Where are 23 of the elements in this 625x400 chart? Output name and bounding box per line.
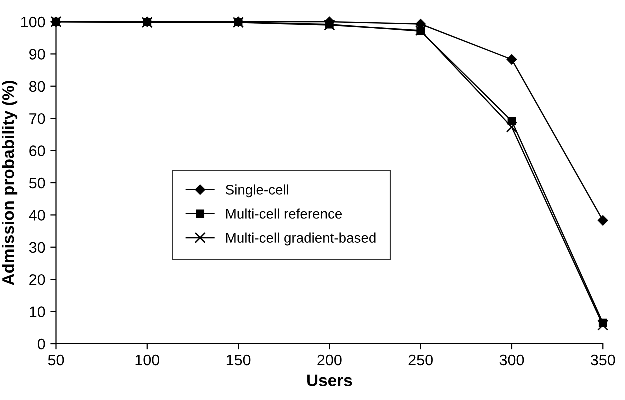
legend-label: Multi-cell gradient-based xyxy=(226,232,376,246)
y-axis-title: Admission probability (%) xyxy=(2,81,18,286)
y-tick-label: 0 xyxy=(38,338,46,350)
y-tick-label: 90 xyxy=(30,49,46,60)
y-tick-label: 100 xyxy=(22,16,46,28)
y-tick-label: 30 xyxy=(29,242,46,254)
x-tick-label: 50 xyxy=(48,354,64,366)
x-tick-label: 300 xyxy=(500,354,524,366)
y-tick-label: 40 xyxy=(29,210,46,221)
legend-label: Multi-cell reference xyxy=(226,208,342,219)
legend-label: Single-cell xyxy=(226,184,288,198)
x-axis-title: Users xyxy=(308,374,352,386)
y-tick-label: 60 xyxy=(30,146,46,156)
y-tick-label: 80 xyxy=(30,81,46,92)
x-tick-label: 350 xyxy=(590,354,616,366)
y-tick-label: 70 xyxy=(30,113,46,124)
x-tick-label: 250 xyxy=(408,354,433,366)
x-tick-label: 100 xyxy=(136,354,160,366)
y-tick-label: 20 xyxy=(30,274,46,286)
x-tick-label: 200 xyxy=(318,354,342,366)
y-tick-label: 50 xyxy=(29,178,46,189)
y-tick-label: 10 xyxy=(30,306,46,318)
x-tick-label: 150 xyxy=(226,354,251,366)
